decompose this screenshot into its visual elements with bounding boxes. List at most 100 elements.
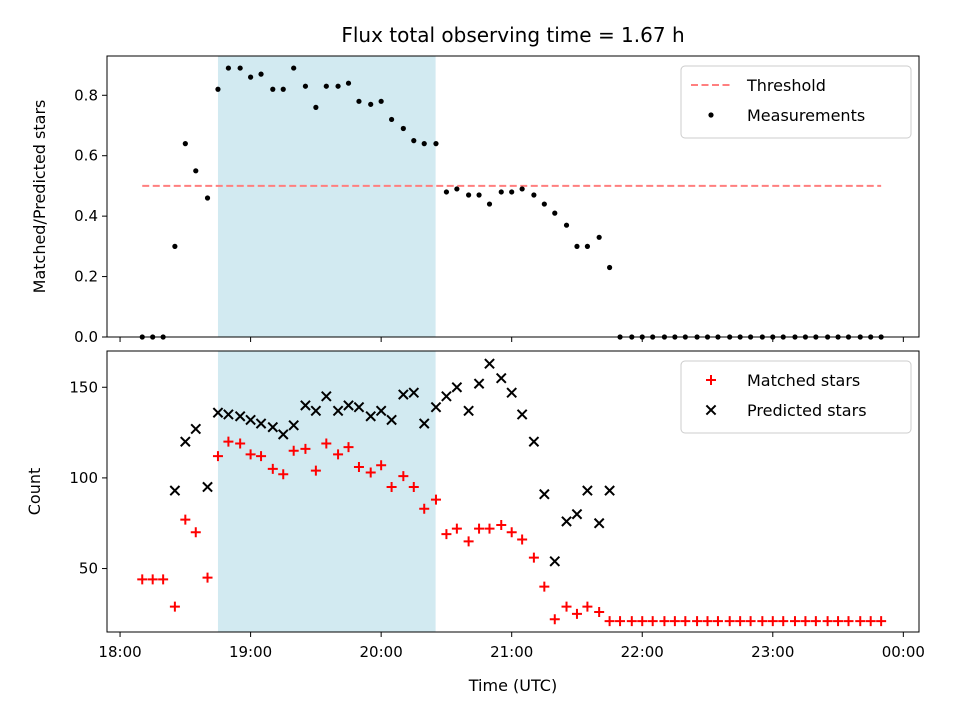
x-tick-label: 22:00 (621, 643, 664, 661)
matched-stars-point (376, 460, 387, 471)
predicted-stars-point (300, 400, 311, 411)
matched-stars-point (430, 494, 441, 505)
measurements-point (466, 192, 472, 198)
measurements-point (258, 71, 264, 77)
measurements-point (509, 189, 515, 195)
legend-frame-top (680, 65, 912, 139)
matched-stars-point (256, 451, 267, 462)
matched-stars-point (300, 443, 311, 454)
legend-frame-bottom (680, 360, 912, 434)
x-tick-label: 19:00 (229, 643, 272, 661)
matched-stars-point (398, 471, 409, 482)
legend-top: Threshold Measurements (680, 65, 912, 139)
predicted-stars-point (245, 414, 256, 426)
matched-stars-point (321, 438, 332, 449)
matched-stars-point (680, 616, 691, 627)
matched-stars-point (637, 616, 648, 627)
predicted-stars-point (353, 401, 365, 413)
x-tick-label: 23:00 (751, 643, 794, 661)
matched-stars-point (278, 469, 289, 480)
plot-frame-top (106, 55, 920, 338)
x-axis-label: Time (UTC) (468, 676, 557, 695)
matched-stars-point (712, 616, 723, 627)
matched-stars-point (484, 523, 495, 534)
measurements-point (498, 189, 504, 195)
matched-stars-point (202, 572, 213, 583)
matched-stars-point (158, 574, 169, 585)
legend-label-predicted-stars: Predicted stars (747, 401, 867, 420)
matched-stars-point (517, 534, 528, 545)
measurements-point (302, 83, 309, 89)
predicted-stars-point (310, 405, 322, 417)
matched-stars-point (778, 616, 789, 627)
measurements-point (172, 243, 178, 249)
predicted-stars-point (408, 387, 420, 399)
matched-stars-point (822, 616, 833, 627)
matched-stars-point (506, 527, 517, 538)
predicted-stars-point (473, 378, 485, 389)
predicted-stars-point (343, 400, 354, 411)
matched-stars-point (669, 616, 680, 627)
predicted-stars-point (593, 517, 605, 529)
measurements-point (531, 192, 537, 198)
shaded-span-top (217, 56, 436, 337)
predicted-stars-point (180, 436, 191, 447)
measurements-point (552, 210, 558, 216)
measurements-point (270, 86, 276, 92)
measurements-point (541, 201, 547, 207)
matched-stars-point (594, 607, 605, 618)
predicted-stars-point (418, 418, 430, 429)
predicted-stars-point (332, 405, 344, 417)
y-axis-label-top: Matched/Predicted stars (30, 100, 49, 294)
panel-counts: 18:00 19:00 20:00 21:00 22:00 23:00 00:00 50 10… (25, 350, 925, 661)
y-tick-label: 0.4 (74, 207, 98, 225)
measurements-point (313, 104, 319, 110)
y-tick-label: 50 (79, 560, 98, 578)
measurements-point (454, 186, 460, 192)
measurements-point (225, 65, 232, 71)
x-tick-label: 21:00 (490, 643, 533, 661)
measurements-point (204, 195, 211, 201)
y-ticks-bottom: 50 100 150 (69, 378, 107, 578)
predicted-stars-point (430, 401, 442, 413)
measurements-point (563, 222, 570, 228)
matched-stars-point (147, 574, 158, 585)
predicted-stars-point (288, 420, 299, 431)
predicted-stars-point (277, 429, 289, 440)
chart-title: Flux total observing time = 1.67 h (341, 23, 684, 47)
matched-stars-point (528, 552, 539, 563)
predicted-stars-point (484, 358, 495, 369)
matched-stars-point (855, 616, 866, 627)
matched-stars-point (626, 616, 637, 627)
measurements-point (400, 125, 406, 132)
measurements-point (476, 192, 482, 198)
matched-stars-point (876, 616, 887, 627)
legend-label-measurements: Measurements (747, 106, 865, 125)
x-ticks-top (119, 337, 904, 342)
measurements-point (574, 243, 580, 249)
predicted-stars-point (561, 516, 572, 527)
matched-stars-point (800, 616, 811, 627)
predicted-stars-point (441, 391, 452, 402)
matched-stars-point (310, 465, 321, 476)
matched-stars-point (386, 481, 397, 492)
measurements-point (345, 80, 352, 86)
matched-stars-point (180, 514, 191, 525)
matched-stars-point (451, 523, 462, 534)
predicted-stars-point (604, 485, 615, 496)
matched-stars-point (757, 616, 768, 627)
matched-stars-point (692, 616, 703, 627)
x-tick-label: 20:00 (360, 643, 403, 661)
matched-stars-point (496, 520, 507, 531)
predicted-stars-point (234, 410, 246, 422)
panel-ratio: 0.00.20.40.60.8 Matched/Predicted stars … (30, 55, 920, 346)
y-tick-label: 0.8 (74, 86, 98, 104)
measurements-point (388, 116, 395, 123)
matched-stars-point (353, 462, 364, 473)
predicted-stars-point (451, 381, 463, 393)
predicted-stars-point (169, 485, 181, 496)
matched-stars-point (833, 616, 844, 627)
matched-stars-point (245, 449, 256, 460)
predicted-stars-point (386, 414, 397, 426)
predicted-stars-point (398, 389, 409, 400)
